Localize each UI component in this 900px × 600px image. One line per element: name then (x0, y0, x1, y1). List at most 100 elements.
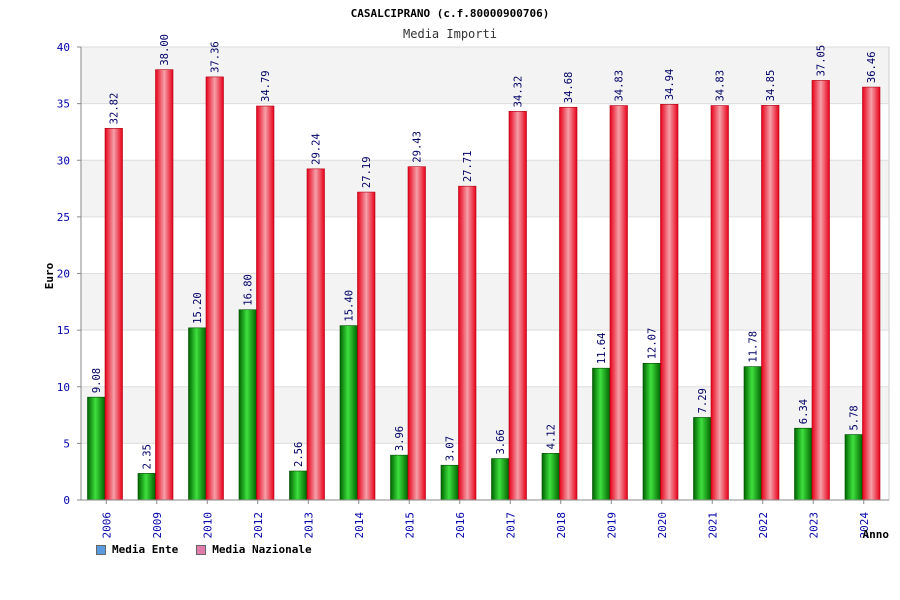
value-label-media-ente: 9.08 (91, 368, 103, 393)
bar-media-ente (642, 363, 661, 501)
bar-media-ente (491, 458, 510, 501)
chart-title: CASALCIPRANO (c.f.80000900706) (351, 7, 550, 20)
x-tick-label: 2014 (353, 512, 366, 539)
y-tick-label: 25 (57, 211, 70, 224)
bar-media-ente (592, 367, 611, 501)
x-tick-label: 2023 (807, 512, 820, 539)
bar-media-nazionale (205, 76, 224, 501)
legend-label-media-ente: Media Ente (112, 543, 179, 556)
x-axis-title: Anno (863, 528, 890, 541)
y-tick-label: 5 (63, 437, 70, 450)
x-tick-label: 2006 (100, 512, 113, 539)
bar-media-nazionale (761, 105, 780, 501)
value-label-media-nazionale: 34.83 (614, 70, 626, 102)
value-label-media-nazionale: 29.24 (311, 133, 323, 165)
y-tick-label: 30 (57, 154, 70, 167)
x-tick-label: 2024 (858, 512, 871, 539)
value-label-media-ente: 15.40 (344, 290, 356, 322)
x-tick-label: 2015 (403, 512, 416, 539)
value-label-media-ente: 6.34 (798, 399, 810, 424)
x-tick-label: 2009 (151, 512, 164, 539)
value-label-media-nazionale: 37.36 (210, 41, 222, 73)
x-tick-label: 2013 (302, 512, 315, 539)
bar-media-ente (339, 325, 358, 501)
chart-subtitle: Media Importi (403, 27, 497, 41)
bar-media-nazionale (104, 128, 123, 501)
bar-media-ente (390, 454, 409, 501)
y-axis-title: Euro (43, 262, 56, 289)
x-tick-label: 2017 (504, 512, 517, 539)
bar-media-nazionale (306, 168, 325, 501)
value-label-media-ente: 5.78 (849, 405, 861, 430)
bar-media-ente (794, 427, 813, 501)
value-label-media-ente: 3.96 (394, 426, 406, 451)
bar-media-ente (289, 470, 308, 501)
bar-media-ente (541, 453, 560, 501)
chart-legend: Media Ente Media Nazionale (96, 543, 312, 556)
bar-media-ente (743, 366, 762, 501)
x-tick-label: 2022 (757, 512, 770, 539)
bar-media-nazionale (407, 166, 426, 501)
value-label-media-ente: 2.35 (142, 444, 154, 469)
y-tick-label: 0 (63, 494, 70, 507)
bar-media-nazionale (256, 105, 275, 501)
bar-media-ente (188, 327, 207, 501)
x-tick-label: 2019 (605, 512, 618, 539)
y-tick-label: 40 (57, 41, 70, 54)
x-tick-label: 2010 (201, 512, 214, 539)
value-label-media-nazionale: 32.82 (109, 93, 121, 125)
x-tick-label: 2021 (706, 512, 719, 539)
y-tick-label: 20 (57, 268, 70, 281)
value-label-media-nazionale: 27.71 (462, 151, 474, 183)
x-tick-label: 2016 (454, 512, 467, 539)
value-label-media-nazionale: 34.79 (260, 70, 272, 102)
bar-media-ente (87, 396, 106, 501)
value-label-media-nazionale: 34.94 (664, 69, 676, 101)
x-tick-label: 2012 (252, 512, 265, 539)
value-label-media-nazionale: 34.83 (715, 70, 727, 102)
bar-media-nazionale (811, 80, 830, 501)
bar-media-nazionale (660, 104, 679, 501)
bar-media-nazionale (559, 106, 578, 501)
bar-media-ente (238, 309, 257, 501)
value-label-media-ente: 3.07 (445, 436, 457, 461)
value-label-media-ente: 2.56 (293, 442, 305, 467)
bar-media-nazionale (155, 69, 174, 501)
value-label-media-nazionale: 27.19 (361, 156, 373, 188)
value-label-media-nazionale: 38.00 (159, 34, 171, 66)
legend-item-media-nazionale: Media Nazionale (196, 543, 312, 556)
value-label-media-ente: 11.64 (596, 333, 608, 365)
legend-item-media-ente: Media Ente (96, 543, 178, 556)
value-label-media-nazionale: 37.05 (816, 45, 828, 77)
value-label-media-ente: 12.07 (647, 328, 659, 360)
value-label-media-nazionale: 34.32 (513, 76, 525, 108)
value-label-media-nazionale: 34.68 (563, 72, 575, 104)
bar-media-ente (440, 464, 459, 501)
bar-media-nazionale (710, 105, 729, 501)
value-label-media-ente: 3.66 (495, 429, 507, 454)
value-label-media-nazionale: 36.46 (866, 51, 878, 83)
bar-media-ente (844, 434, 863, 501)
y-tick-label: 15 (57, 324, 70, 337)
bar-media-nazionale (357, 191, 376, 501)
bar-media-ente (137, 473, 156, 501)
value-label-media-ente: 11.78 (748, 331, 760, 363)
x-tick-label: 2018 (555, 512, 568, 539)
bar-media-nazionale (458, 185, 477, 501)
value-label-media-nazionale: 34.85 (765, 70, 777, 102)
legend-swatch-media-ente (96, 544, 106, 555)
value-label-media-ente: 15.20 (192, 292, 204, 324)
y-tick-label: 10 (57, 381, 70, 394)
legend-label-media-nazionale: Media Nazionale (212, 543, 312, 556)
bar-media-nazionale (862, 86, 881, 501)
bar-media-ente (693, 417, 712, 501)
value-label-media-ente: 7.29 (697, 388, 709, 413)
value-label-media-nazionale: 29.43 (412, 131, 424, 163)
x-tick-label: 2020 (656, 512, 669, 539)
legend-swatch-media-nazionale (196, 544, 207, 555)
bar-media-nazionale (508, 111, 527, 501)
value-label-media-ente: 16.80 (243, 274, 255, 306)
value-label-media-ente: 4.12 (546, 424, 558, 449)
